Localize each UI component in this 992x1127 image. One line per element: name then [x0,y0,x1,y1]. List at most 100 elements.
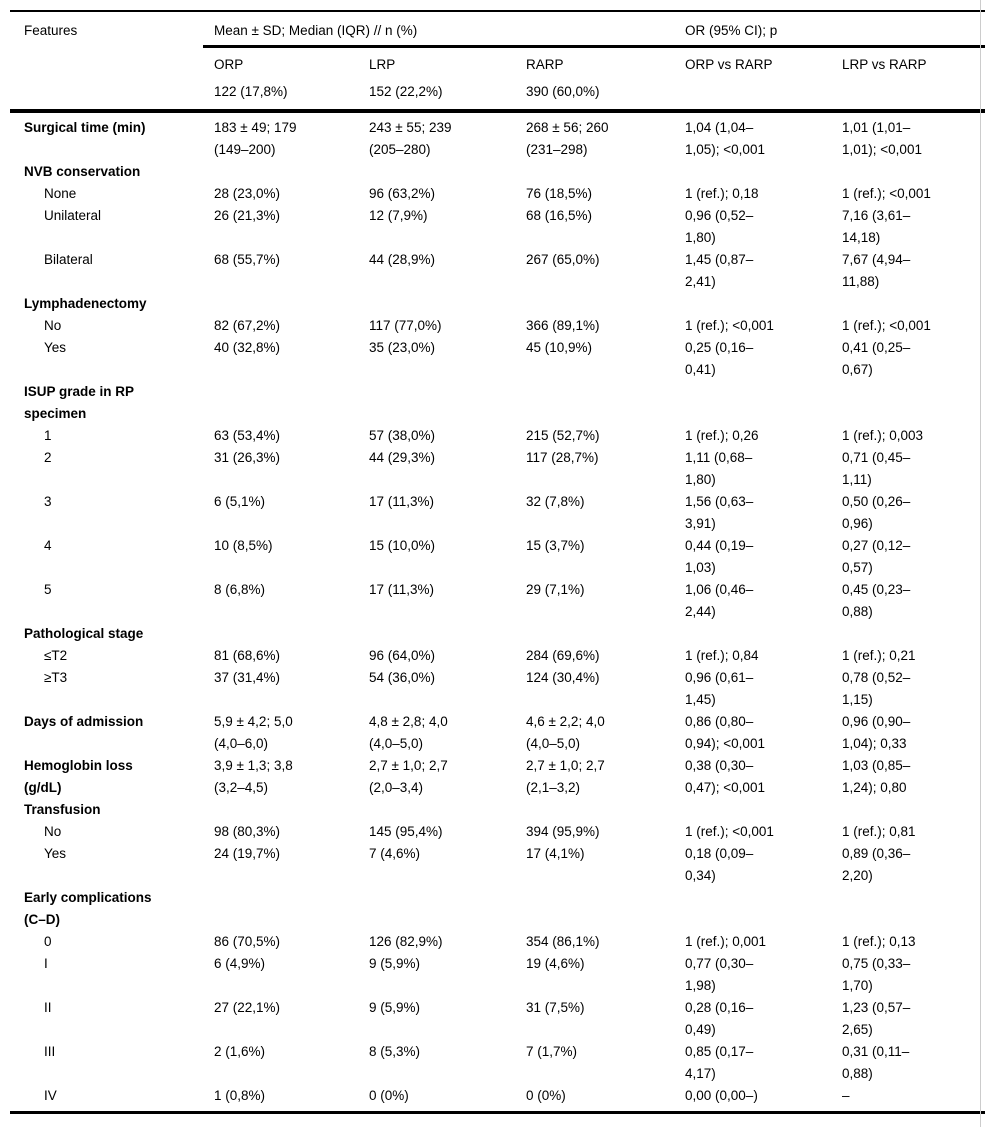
value-lrp: 4,8 ± 2,8; 4,0 (4,0–5,0) [369,714,448,751]
table-body: Surgical time (min) 183 ± 49; 179 (149–2… [10,111,986,1114]
feature-label: 5 [44,582,52,597]
value-orp [203,887,358,931]
value-lrp: 0 (0%) [358,1085,515,1114]
table-row: III 2 (1,6%) 8 (5,3%) 7 (1,7%) 0,85 (0,1… [10,1041,985,1085]
value-orp-vs-rarp: 1,04 (1,04– 1,05); <0,001 [685,120,765,157]
value-orp-vs-rarp: 1 (ref.); <0,001 [685,824,774,839]
value-rarp: 354 (86,1%) [526,934,600,949]
feature-label: I [44,956,48,971]
value-lrp: 9 (5,9%) [369,956,421,971]
table-row: IV 1 (0,8%) 0 (0%) 0 (0%) 0,00 (0,00–) – [10,1085,986,1114]
value-lrp: 12 (7,9%) [369,208,428,223]
table-row: No 98 (80,3%) 145 (95,4%) 394 (95,9%) 1 … [10,821,985,843]
value-rarp: 0 (0%) [515,1085,675,1114]
value-lrp-vs-rarp: 0,45 (0,23– 0,88) [842,582,911,619]
value-rarp [515,293,674,315]
table-row: 3 6 (5,1%) 17 (11,3%) 32 (7,8%) 1,56 (0,… [10,491,985,535]
value-orp-vs-rarp [674,887,831,931]
value-lrp: 17 (11,3%) [369,582,435,597]
value-orp: 6 (5,1%) [214,494,266,509]
table-row: Surgical time (min) 183 ± 49; 179 (149–2… [10,111,985,161]
value-orp: 40 (32,8%) [214,340,281,355]
value-rarp: 394 (95,9%) [526,824,600,839]
value-orp: 37 (31,4%) [214,670,281,685]
value-lrp: 54 (36,0%) [369,670,436,685]
value-rarp: 7 (1,7%) [526,1044,578,1059]
feature-label: No [44,318,62,333]
value-rarp: 45 (10,9%) [526,340,593,355]
table-row: Early complications (C–D) [10,887,985,931]
value-orp-vs-rarp [674,381,831,425]
value-orp-vs-rarp: 1 (ref.); 0,84 [685,648,759,663]
value-orp: 183 ± 49; 179 (149–200) [214,120,297,157]
value-orp-vs-rarp: 1,11 (0,68– 1,80) [685,450,753,487]
value-lrp: 8 (5,3%) [369,1044,421,1059]
value-orp [203,381,358,425]
value-lrp-vs-rarp: 0,50 (0,26– 0,96) [842,494,911,531]
count-orp: 122 (17,8%) [203,78,358,113]
value-lrp [358,887,515,931]
feature-label: 1 [44,428,52,443]
value-orp-vs-rarp [674,293,831,315]
value-rarp [515,161,674,183]
value-lrp: 44 (29,3%) [369,450,436,465]
value-lrp-vs-rarp [831,161,985,183]
value-orp-vs-rarp: 1,06 (0,46– 2,44) [685,582,754,619]
value-orp-vs-rarp: 1 (ref.); <0,001 [685,318,774,333]
value-lrp: 243 ± 55; 239 (205–280) [369,120,452,157]
value-lrp: 44 (28,9%) [369,252,436,267]
value-rarp: 32 (7,8%) [526,494,585,509]
count-orp-vs-rarp [674,78,832,113]
value-lrp: 57 (38,0%) [369,428,436,443]
value-lrp-vs-rarp: 1 (ref.); 0,81 [842,824,916,839]
value-lrp-vs-rarp: 0,31 (0,11– 0,88) [842,1044,910,1081]
value-orp: 2 (1,6%) [214,1044,266,1059]
value-orp-vs-rarp: 1 (ref.); 0,18 [685,186,759,201]
value-lrp: 7 (4,6%) [369,846,421,861]
feature-label: Days of admission [24,714,144,729]
value-orp: 81 (68,6%) [214,648,281,663]
value-orp-vs-rarp: 1 (ref.); 0,26 [685,428,759,443]
feature-label: ≤T2 [44,648,68,663]
feature-label: Lymphadenectomy [24,296,147,311]
value-lrp-vs-rarp: 7,67 (4,94– 11,88) [842,252,911,289]
value-lrp-vs-rarp: 1 (ref.); <0,001 [842,186,931,201]
table-row: Hemoglobin loss (g/dL) 3,9 ± 1,3; 3,8 (3… [10,755,985,799]
feature-label: ≥T3 [44,670,68,685]
value-lrp [358,161,515,183]
value-lrp-vs-rarp: 1,23 (0,57– 2,65) [842,1000,911,1037]
value-lrp-vs-rarp: 1,03 (0,85– 1,24); 0,80 [842,758,911,795]
table-row: No 82 (67,2%) 117 (77,0%) 366 (89,1%) 1 … [10,315,985,337]
value-orp-vs-rarp: 0,38 (0,30– 0,47); <0,001 [685,758,765,795]
value-lrp: 145 (95,4%) [369,824,443,839]
value-orp-vs-rarp: 0,00 (0,00–) [674,1085,832,1114]
feature-label: III [44,1044,56,1059]
table-row: NVB conservation [10,161,985,183]
value-orp: 6 (4,9%) [214,956,266,971]
feature-label: II [44,1000,52,1015]
table-row: Lymphadenectomy [10,293,985,315]
value-lrp: 17 (11,3%) [369,494,435,509]
column-header-orp: ORP [214,57,244,72]
feature-label: Surgical time (min) [24,120,146,135]
table-row: 4 10 (8,5%) 15 (10,0%) 15 (3,7%) 0,44 (0… [10,535,985,579]
value-lrp [358,799,515,821]
results-table: Features Mean ± SD; Median (IQR) // n (%… [10,10,986,1114]
value-rarp: 19 (4,6%) [526,956,585,971]
value-lrp-vs-rarp [831,799,985,821]
column-header-row: ORP LRP RARP ORP vs RARP LRP vs RARP [10,47,985,79]
value-lrp-vs-rarp: 0,75 (0,33– 1,70) [842,956,911,993]
feature-label: 0 [44,934,52,949]
value-orp-vs-rarp: 1,45 (0,87– 2,41) [685,252,754,289]
value-lrp-vs-rarp: 0,71 (0,45– 1,11) [842,450,911,487]
value-orp [203,799,358,821]
value-orp-vs-rarp: 0,86 (0,80– 0,94); <0,001 [685,714,765,751]
value-rarp: 68 (16,5%) [526,208,593,223]
value-orp-vs-rarp: 0,25 (0,16– 0,41) [685,340,754,377]
value-orp: 28 (23,0%) [214,186,281,201]
value-rarp: 15 (3,7%) [526,538,585,553]
features-header: Features [10,10,203,113]
value-orp: 5,9 ± 4,2; 5,0 (4,0–6,0) [214,714,293,751]
value-rarp: 117 (28,7%) [526,450,599,465]
table-row: Yes 24 (19,7%) 7 (4,6%) 17 (4,1%) 0,18 (… [10,843,985,887]
